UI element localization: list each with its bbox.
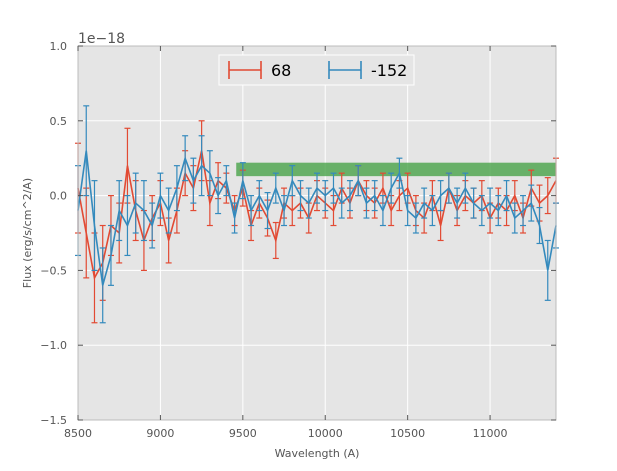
series-line-1 [77,150,557,286]
y-tick-label-1: 0.5 [50,115,68,128]
x-tick-label-0: 8500 [64,427,92,440]
x-tick-label-2: 9500 [229,427,257,440]
x-tick-label-1: 9000 [146,427,174,440]
legend-label-68: 68 [271,61,291,80]
x-axis-label: Wavelength (A) [275,447,360,460]
y-tick-label-5: −1.5 [40,414,67,427]
x-tick-label-3: 10000 [308,427,343,440]
y-axis-ticks: 1.0 0.5 0.0 −0.5 −1.0 −1.5 [40,40,556,427]
legend: 68 -152 [218,54,415,86]
y-tick-label-3: −0.5 [40,264,67,277]
y-offset-label: 1e−18 [78,31,125,47]
y-tick-label-0: 1.0 [50,40,68,53]
x-tick-label-4: 10500 [390,427,425,440]
legend-entry-neg152: -152 [328,61,407,80]
legend-entry-68: 68 [228,61,291,80]
y-axis-label: Flux (erg/s/cm^2/A) [21,178,34,288]
y-tick-label-2: 0.0 [50,190,68,203]
legend-label-neg152: -152 [371,61,407,80]
x-axis-ticks: 8500 9000 9500 10000 10500 11000 [64,46,508,440]
series-layer [75,105,559,324]
highlight-band-layer [236,162,556,177]
plot-frame [77,45,557,421]
y-tick-label-4: −1.0 [40,339,67,352]
highlight-band [236,162,556,177]
x-tick-label-5: 11000 [473,427,508,440]
plot-area [78,46,556,420]
axes [77,45,557,421]
